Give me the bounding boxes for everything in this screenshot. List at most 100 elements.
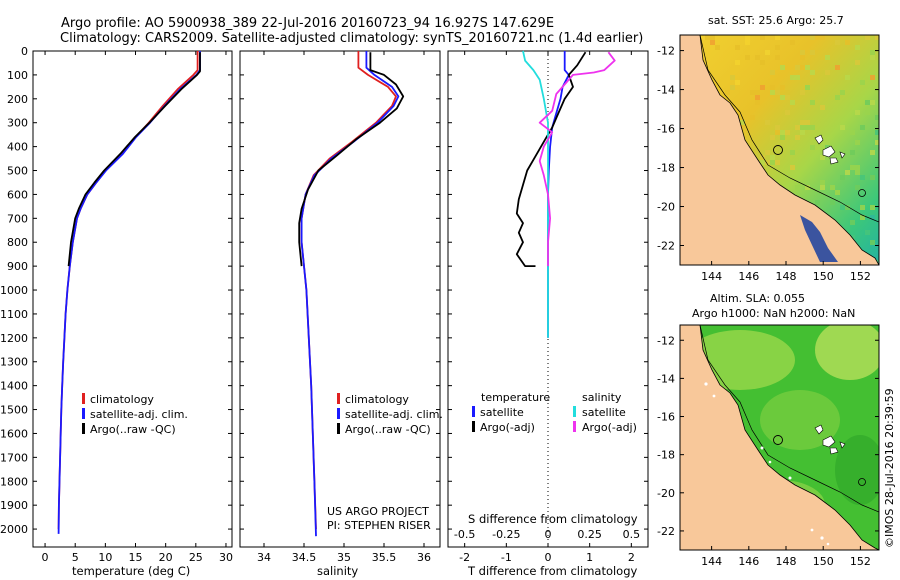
sst-pixel xyxy=(800,65,805,70)
x-tick-label: 10 xyxy=(98,551,112,564)
sst-pixel xyxy=(855,60,860,65)
map-x-tick-label: 150 xyxy=(813,555,834,568)
argo-float-marker xyxy=(773,435,783,445)
white-dots xyxy=(704,382,830,546)
y-tick-label: 100 xyxy=(7,69,28,82)
y-tick-label: 1300 xyxy=(0,356,28,369)
map-x-tick-label: 148 xyxy=(776,555,797,568)
salinity-panel xyxy=(239,50,441,548)
sst-pixel xyxy=(795,185,800,190)
sla-map: Altim. SLA: 0.055 Argo h1000: NaN h2000:… xyxy=(679,292,880,551)
y-tick-label: 500 xyxy=(7,165,28,178)
map-y-tick-label: -12 xyxy=(657,334,675,347)
sla-low-patch xyxy=(835,435,879,505)
legend-swatch-argo-t xyxy=(472,421,475,432)
map-x-tick-label: 144 xyxy=(701,270,722,283)
y-tick-label: 1400 xyxy=(0,380,28,393)
reef-islands xyxy=(814,424,846,455)
sst-pixel xyxy=(820,105,825,110)
x-tick-label: 30 xyxy=(219,551,233,564)
bathymetry-contour xyxy=(699,325,879,513)
sst-pixel xyxy=(765,120,770,125)
bathymetry-contour xyxy=(699,35,879,223)
map-y-tick-label: -12 xyxy=(657,45,675,58)
sst-pixel xyxy=(755,55,760,60)
sst-pixel xyxy=(855,165,860,170)
legend-satellite: satellite-adj. clim. xyxy=(90,408,188,421)
sst-pixel xyxy=(830,200,835,205)
sst-pixel xyxy=(850,165,855,170)
map-x-tick-label: 152 xyxy=(850,555,871,568)
sst-pixel xyxy=(870,175,875,180)
map-x-tick-label: 152 xyxy=(850,270,871,283)
series-satellite-t xyxy=(547,51,570,338)
series-argo xyxy=(67,52,201,267)
map-x-tick-label: 150 xyxy=(813,270,834,283)
project-label: US ARGO PROJECT xyxy=(327,505,429,518)
sst-pixel xyxy=(810,35,815,40)
y-tick-label: 2000 xyxy=(0,523,28,536)
y-tick-label: 1100 xyxy=(0,308,28,321)
legend-header-temperature: temperature xyxy=(481,391,550,404)
x-tick-label: 5 xyxy=(72,551,79,564)
sst-pixel xyxy=(800,55,805,60)
sst-pixel xyxy=(790,100,795,105)
sst-pixel xyxy=(725,90,730,95)
y-tick-label: 1600 xyxy=(0,427,28,440)
sst-pixel xyxy=(735,60,740,65)
sst-pixel xyxy=(875,140,879,145)
map-y-tick-label: -16 xyxy=(657,123,675,136)
sst-map: sat. SST: 25.6 Argo: 25.7 xyxy=(679,14,880,266)
sst-pixel xyxy=(795,75,800,80)
sst-pixel xyxy=(735,45,740,50)
sst-pixel xyxy=(795,135,800,140)
sst-pixel xyxy=(845,75,850,80)
sst-pixel xyxy=(850,220,855,225)
top-tick-label: 0.25 xyxy=(577,528,602,541)
legend-satellite: satellite-adj. clim. xyxy=(345,408,443,421)
sst-pixel xyxy=(825,55,830,60)
reef-islands xyxy=(814,134,846,165)
legend-swatch-argo-s xyxy=(573,421,576,432)
sst-pixel xyxy=(760,155,765,160)
sst-pixel xyxy=(855,140,860,145)
sst-pixel xyxy=(795,65,800,70)
sst-pixel xyxy=(855,185,860,190)
sst-pixel xyxy=(810,70,815,75)
sst-pixel xyxy=(810,125,815,130)
sst-pixel xyxy=(875,35,879,40)
legend-climatology: climatology xyxy=(345,393,409,406)
sst-pixel xyxy=(745,35,750,40)
y-tick-label: 200 xyxy=(7,93,28,106)
sst-pixel xyxy=(750,90,755,95)
y-tick-label: 1900 xyxy=(0,499,28,512)
sst-pixel xyxy=(820,155,825,160)
top-tick-label: -0.5 xyxy=(454,528,475,541)
sst-pixel xyxy=(790,40,795,45)
temperature-xlabel: temperature (deg C) xyxy=(72,564,190,578)
x-tick-label: -2 xyxy=(459,551,470,564)
sst-pixel xyxy=(805,125,810,130)
series-climatology xyxy=(300,51,397,530)
x-tick-label: 35.5 xyxy=(372,551,397,564)
sst-pixel xyxy=(775,160,780,165)
y-tick-label: 1700 xyxy=(0,451,28,464)
y-tick-label: 400 xyxy=(7,141,28,154)
sst-pixel xyxy=(775,90,780,95)
sst-pixel xyxy=(860,215,865,220)
sst-pixel xyxy=(800,130,805,135)
sst-pixel xyxy=(780,65,785,70)
y-tick-label: 0 xyxy=(21,45,28,58)
sst-pixel xyxy=(775,35,780,40)
figure-title-line2: Climatology: CARS2009. Satellite-adjuste… xyxy=(60,31,643,46)
difference-xlabel: T difference from climatology xyxy=(467,564,638,578)
sst-pixel xyxy=(770,70,775,75)
sst-pixel xyxy=(870,205,875,210)
map-y-tick-label: -20 xyxy=(657,487,675,500)
legend-argo: Argo(..raw -QC) xyxy=(90,423,176,436)
series-climatology xyxy=(57,51,199,530)
map-x-tick-label: 148 xyxy=(776,270,797,283)
map-x-tick-label: 144 xyxy=(701,555,722,568)
y-tick-label: 900 xyxy=(7,260,28,273)
legend-satellite-s: satellite xyxy=(582,406,626,419)
